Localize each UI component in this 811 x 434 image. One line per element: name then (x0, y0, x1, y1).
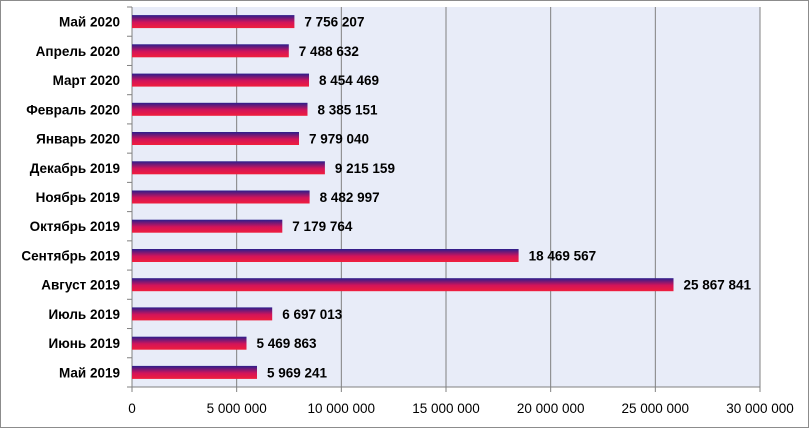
data-label: 5 969 241 (267, 365, 328, 380)
data-label: 7 756 207 (304, 15, 364, 30)
data-label: 18 469 567 (529, 249, 597, 264)
x-tick-labels: 0 5 000 000 10 000 000 15 000 000 20 000 000… (128, 401, 794, 416)
bar (132, 336, 247, 350)
bar (132, 219, 283, 233)
bar (132, 161, 325, 175)
x-tick-label: 25 000 000 (622, 401, 690, 416)
x-tick-label: 5 000 000 (207, 401, 267, 416)
data-label: 25 867 841 (684, 278, 752, 293)
category-label: Октябрь 2019 (30, 219, 120, 234)
data-label: 7 488 632 (299, 44, 359, 59)
category-label: Декабрь 2019 (30, 161, 120, 176)
data-label: 5 469 863 (257, 336, 318, 351)
data-labels: 7 756 207 7 488 632 8 454 469 8 385 151 7 97… (257, 15, 752, 381)
bar (132, 365, 257, 379)
x-tick-label: 20 000 000 (517, 401, 585, 416)
data-label: 9 215 159 (335, 161, 395, 176)
x-tick-label: 30 000 000 (726, 401, 794, 416)
category-label: Март 2020 (53, 73, 120, 88)
bar (132, 15, 295, 29)
x-tick-label: 15 000 000 (412, 401, 480, 416)
category-label: Январь 2020 (36, 132, 120, 147)
category-label: Июнь 2019 (49, 336, 120, 351)
category-label: Февраль 2020 (26, 102, 120, 117)
category-label: Ноябрь 2019 (36, 190, 120, 205)
category-label: Сентябрь 2019 (21, 249, 120, 264)
bar (132, 132, 299, 145)
bar (132, 307, 273, 321)
category-label: Апрель 2020 (36, 44, 120, 59)
category-labels: Май 2020 Апрель 2020 Март 2020 Февраль 2020… (21, 15, 120, 381)
bar (132, 102, 308, 116)
data-label: 8 482 997 (320, 190, 380, 205)
data-label: 7 979 040 (309, 132, 369, 147)
category-label: Июль 2019 (48, 307, 120, 322)
bar (132, 249, 519, 262)
bar (132, 278, 674, 292)
category-label: Май 2020 (59, 15, 120, 30)
bar (132, 190, 310, 204)
category-label: Май 2019 (59, 365, 120, 380)
data-label: 7 179 764 (292, 219, 353, 234)
bars (132, 15, 674, 379)
data-label: 8 454 469 (319, 73, 379, 88)
gridlines (236, 7, 761, 387)
bar (132, 73, 309, 87)
x-tick-label: 0 (128, 401, 136, 416)
x-tick-label: 10 000 000 (308, 401, 376, 416)
data-label: 6 697 013 (282, 307, 343, 322)
category-label: Август 2019 (41, 278, 120, 293)
data-label: 8 385 151 (318, 102, 379, 117)
bar (132, 44, 289, 58)
